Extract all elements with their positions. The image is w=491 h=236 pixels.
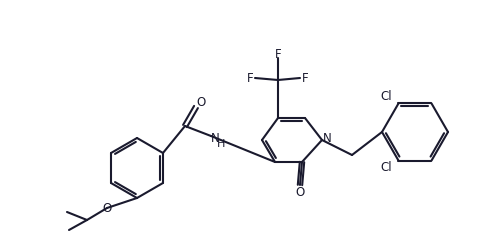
Text: O: O [196,96,206,109]
Text: N: N [323,131,331,144]
Text: H: H [217,139,225,149]
Text: O: O [103,202,111,215]
Text: F: F [274,47,281,60]
Text: O: O [296,186,304,199]
Text: Cl: Cl [381,90,392,103]
Text: F: F [301,72,308,84]
Text: Cl: Cl [381,161,392,174]
Text: N: N [211,131,219,144]
Text: F: F [246,72,253,84]
